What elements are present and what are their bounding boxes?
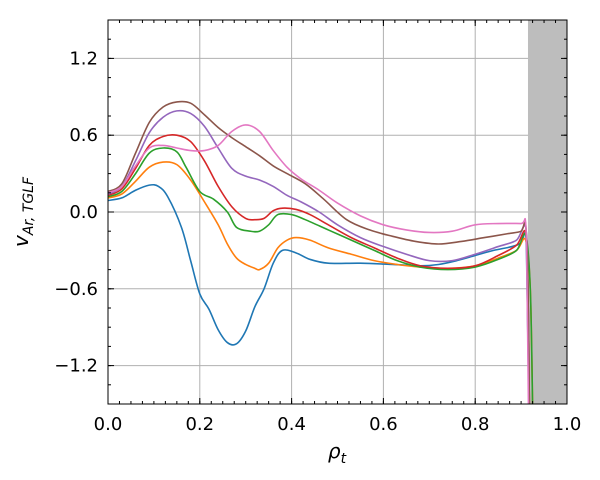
y-axis-label-sub: Ar, TGLF <box>21 176 37 236</box>
tick-labels-group: 0.0 0.2 0.4 0.6 0.8 1.0 −1.2 −0.6 0.0 0.6 1.2 <box>54 48 581 435</box>
series-line-4 <box>108 133 531 404</box>
y-tick-label: −1.2 <box>54 356 98 377</box>
y-tick-label: −0.6 <box>54 279 98 300</box>
x-tick-label: 0.0 <box>94 414 123 435</box>
y-tick-label: 0.0 <box>69 202 98 223</box>
series-line-3 <box>108 147 534 404</box>
series-group <box>108 100 534 404</box>
x-tick-label: 1.0 <box>553 414 582 435</box>
x-axis-label-sub: t <box>341 451 347 467</box>
shaded-region <box>527 20 567 404</box>
y-tick-label: 1.2 <box>69 48 98 69</box>
x-axis-label-main: ρ <box>328 439 341 463</box>
x-tick-label: 0.8 <box>461 414 490 435</box>
series-line-5 <box>108 109 531 404</box>
y-tick-label: 0.6 <box>69 125 98 146</box>
series-line-6 <box>108 100 531 404</box>
x-axis-label: ρt <box>328 439 347 467</box>
series-line-7 <box>108 124 530 404</box>
x-tick-label: 0.6 <box>369 414 398 435</box>
x-tick-label: 0.2 <box>185 414 214 435</box>
series-line-1 <box>108 183 530 404</box>
plot-frame <box>107 19 568 405</box>
shaded-region-group <box>527 20 567 404</box>
grid <box>107 20 568 404</box>
y-axis-label-main: v <box>9 234 33 247</box>
x-tick-label: 0.4 <box>277 414 306 435</box>
y-axis-label: vAr, TGLF <box>9 176 37 247</box>
